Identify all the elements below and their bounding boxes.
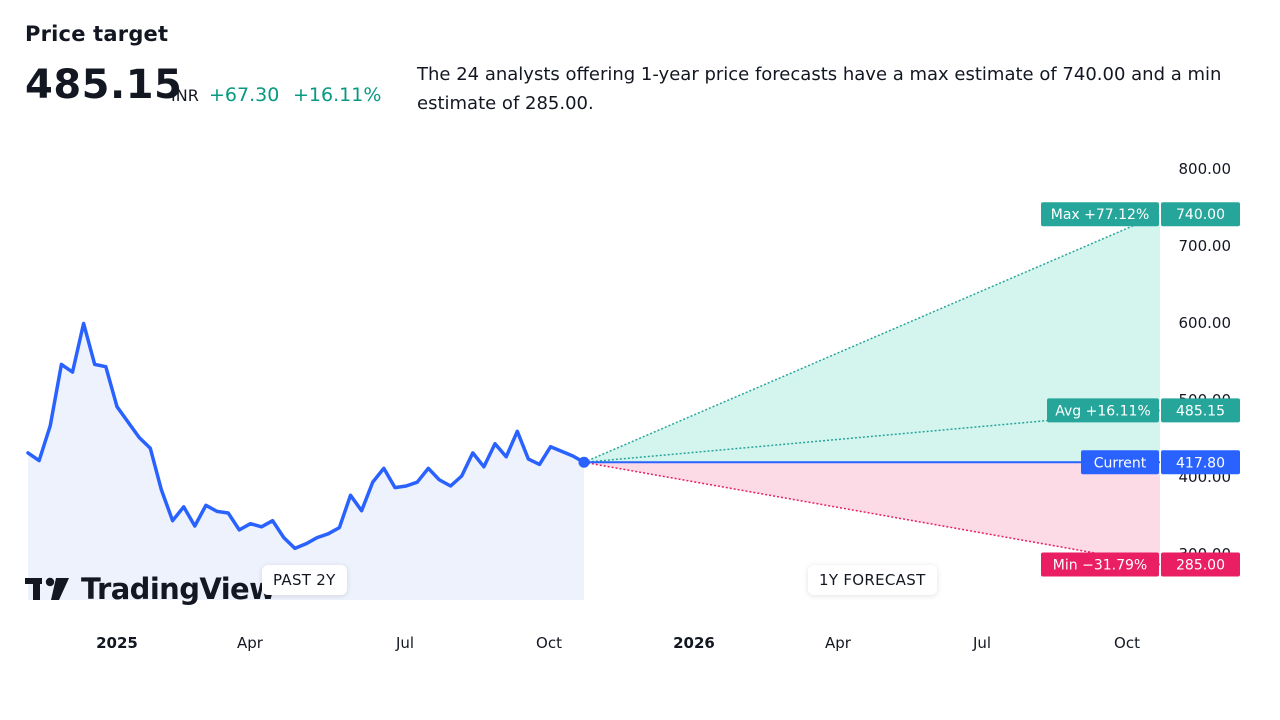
tradingview-logo[interactable]: TradingView [25, 572, 276, 606]
1y-forecast-pill[interactable]: 1Y FORECAST [808, 565, 937, 595]
max-tag-value: 740.00 [1176, 207, 1225, 223]
x-tick-label: Jul [972, 634, 991, 652]
change-percent: +16.11% [293, 84, 382, 106]
min-tag-value-bg [1161, 552, 1240, 577]
max-forecast-line [583, 213, 1161, 463]
tradingview-logo-text: TradingView [81, 572, 276, 606]
avg-tag-label: Avg +16.11% [1055, 403, 1151, 419]
change-absolute: +67.30 [209, 84, 280, 106]
y-tick-label: 800.00 [1179, 160, 1232, 178]
min-tag-label-bg [1041, 552, 1159, 577]
current-price-point [578, 456, 590, 468]
max-tag-label: Max +77.12% [1051, 207, 1150, 223]
current-tag-value-bg [1161, 450, 1240, 475]
avg-tag-label-bg [1047, 398, 1159, 423]
tradingview-logo-icon [25, 577, 69, 600]
history-area-fill [28, 323, 584, 600]
x-tick-label: Oct [536, 634, 562, 652]
avg-tag-value-bg [1161, 398, 1240, 423]
y-tick-label: 600.00 [1179, 314, 1232, 332]
x-tick-label: Oct [1114, 634, 1140, 652]
current-tag-value: 417.80 [1176, 455, 1225, 471]
price-history-line [26, 321, 586, 551]
current-tag-label: Current [1094, 455, 1147, 471]
x-tick-label: 2025 [96, 634, 138, 652]
min-tag-value: 285.00 [1176, 558, 1225, 574]
current-tag-label-bg [1081, 450, 1159, 475]
min-forecast-line [583, 461, 1161, 566]
price-target-title: Price target [25, 22, 169, 46]
max-tag-value-bg [1161, 202, 1240, 227]
price-target-value: 485.15 [25, 62, 183, 108]
currency-label: INR [171, 86, 199, 105]
avg-tag-value: 485.15 [1176, 403, 1225, 419]
forecast-description: The 24 analysts offering 1-year price fo… [417, 64, 1222, 114]
x-tick-label: Apr [237, 634, 264, 652]
min-tag-label: Min −31.79% [1053, 558, 1147, 574]
past-2y-pill[interactable]: PAST 2Y [262, 565, 347, 595]
max-tag-label-bg [1041, 202, 1159, 227]
x-tick-label: Apr [825, 634, 852, 652]
x-tick-label: Jul [395, 634, 414, 652]
x-tick-label: 2026 [673, 634, 715, 652]
y-tick-label: 700.00 [1179, 237, 1232, 255]
